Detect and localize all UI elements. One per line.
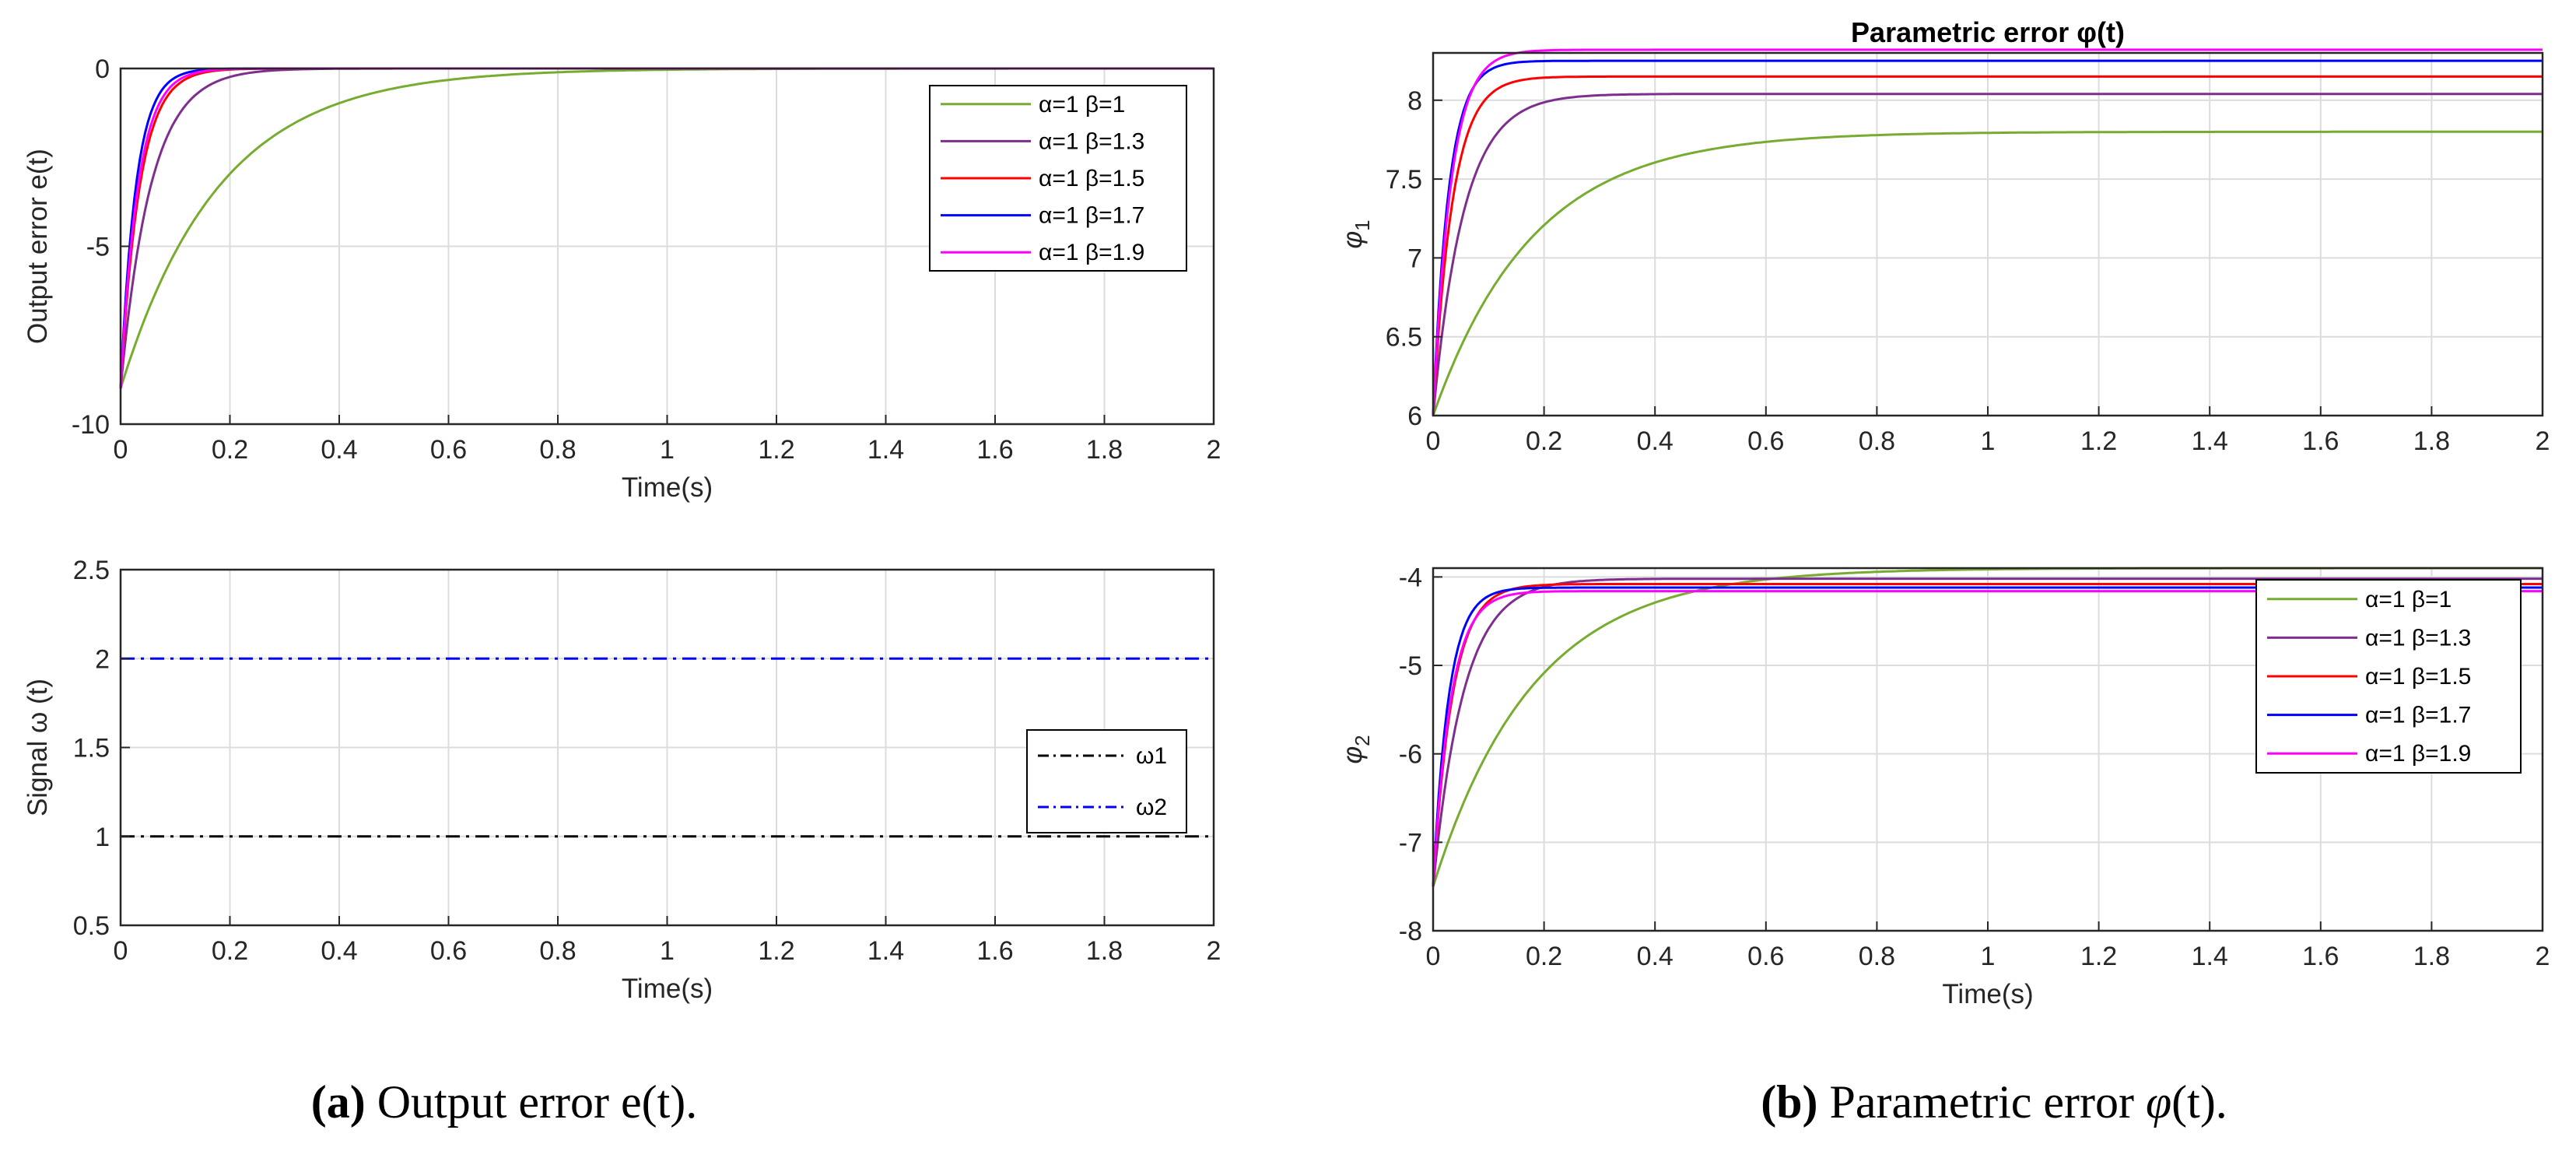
x-tick-label: 0 xyxy=(1426,942,1441,971)
x-tick-label: 0.2 xyxy=(212,435,248,465)
legend-entry: ω2 xyxy=(1136,795,1167,820)
x-tick-label: 1.6 xyxy=(2302,942,2339,971)
x-tick-label: 1.2 xyxy=(758,936,794,966)
y-tick-label: -5 xyxy=(1399,651,1422,681)
chart-phi2: 0 0.2 0.4 0.6 0.8 1 1.2 1.4 1.6 1.8 2 -8 -7 -6 -5 -4 Tim… xyxy=(1337,563,2550,1009)
legend-entry: α=1 β=1.3 xyxy=(2365,625,2471,651)
legend-entry: α=1 β=1.5 xyxy=(2365,664,2471,690)
series-line-phi2-1 xyxy=(1432,577,2543,887)
x-tick-label: 0.2 xyxy=(212,936,248,966)
y-axis-label: Signal ω (t) xyxy=(23,679,53,816)
x-tick-label: 0.4 xyxy=(321,936,357,966)
caption-a: (a) Output error e(t). xyxy=(311,1076,697,1128)
x-tick-label: 0.6 xyxy=(430,435,467,465)
legend-entry: ω1 xyxy=(1136,743,1167,769)
x-tick-label: 0.6 xyxy=(1747,426,1784,456)
x-tick-label: 1.4 xyxy=(867,435,904,465)
y-tick-label: 7 xyxy=(1407,244,1422,273)
series-line-phi1-2 xyxy=(1432,75,2543,416)
x-tick-label: 1.8 xyxy=(2413,426,2450,456)
x-tick-label: 0.4 xyxy=(321,435,357,465)
x-tick-label: 0.6 xyxy=(430,936,467,966)
y-axis-label: φ2 xyxy=(1337,735,1374,763)
x-axis-label: Time(s) xyxy=(622,472,713,503)
x-tick-label: 2 xyxy=(1207,435,1221,465)
x-tick-label: 0 xyxy=(114,435,128,465)
y-tick-label: 1 xyxy=(95,823,110,852)
x-tick-label: 1.4 xyxy=(867,936,904,966)
y-axis-label: φ1 xyxy=(1337,219,1374,248)
x-tick-label: 1.6 xyxy=(976,435,1013,465)
x-tick-label: 1.6 xyxy=(976,936,1013,966)
x-tick-label: 0 xyxy=(1426,426,1441,456)
x-tick-label: 0.8 xyxy=(539,936,576,966)
x-tick-label: 1 xyxy=(1981,942,1996,971)
x-tick-label: 1.8 xyxy=(2413,942,2450,971)
legend-entry: α=1 β=1.9 xyxy=(2365,741,2471,767)
chart-e: 0 0.2 0.4 0.6 0.8 1 1.2 1.4 1.6 1.8 2 -10 -5 0 Time(s)… xyxy=(23,54,1221,503)
x-tick-label: 1.4 xyxy=(2192,942,2228,971)
x-tick-label: 1 xyxy=(1981,426,1996,456)
y-tick-label: -4 xyxy=(1399,563,1422,592)
series-line-phi1-4 xyxy=(1432,48,2543,416)
x-tick-label: 1.6 xyxy=(2302,426,2339,456)
y-tick-label: 6.5 xyxy=(1386,323,1422,353)
x-tick-label: 0.2 xyxy=(1526,426,1562,456)
legend-entry: α=1 β=1.9 xyxy=(1039,240,1144,265)
x-axis-label: Time(s) xyxy=(622,974,713,1004)
x-tick-label: 0 xyxy=(114,936,128,966)
legend-entry: α=1 β=1.5 xyxy=(1039,166,1144,191)
x-tick-label: 0.8 xyxy=(539,435,576,465)
x-tick-label: 1 xyxy=(660,435,675,465)
series-line-phi1-3 xyxy=(1432,59,2543,416)
x-tick-label: 1.8 xyxy=(1086,936,1123,966)
y-tick-label: 7.5 xyxy=(1386,165,1422,195)
y-tick-label: -10 xyxy=(72,410,110,440)
x-tick-label: 0.4 xyxy=(1637,426,1674,456)
legend-entry: α=1 β=1.7 xyxy=(2365,703,2471,728)
x-tick-label: 2 xyxy=(2536,942,2550,971)
series-line-phi1-1 xyxy=(1432,93,2543,416)
y-tick-label: -7 xyxy=(1399,828,1422,858)
y-tick-label: 1.5 xyxy=(73,734,110,763)
y-tick-label: -8 xyxy=(1399,917,1422,946)
x-tick-label: 1.4 xyxy=(2192,426,2228,456)
x-tick-label: 1.8 xyxy=(1086,435,1123,465)
x-tick-label: 0.2 xyxy=(1526,942,1562,971)
x-tick-label: 0.8 xyxy=(1859,942,1895,971)
x-tick-label: 1.2 xyxy=(2080,426,2117,456)
chart-phi1: 0 0.2 0.4 0.6 0.8 1 1.2 1.4 1.6 1.8 2 6 6.5 7 7.5 8 φ1 Pa… xyxy=(1337,16,2550,456)
x-tick-label: 1.2 xyxy=(2080,942,2117,971)
legend-phi2: α=1 β=1 α=1 β=1.3 α=1 β=1.5 α=1 β=1.7 α=1 β=… xyxy=(2255,579,2522,774)
chart-omega: 0 0.2 0.4 0.6 0.8 1 1.2 1.4 1.6 1.8 2 0.5 1 1.5 2 2.5 Ti… xyxy=(23,556,1221,1004)
chart-title: Parametric error φ(t) xyxy=(1851,16,2125,48)
y-tick-label: 0 xyxy=(95,54,110,84)
legend-omega: ω1 ω2 xyxy=(1026,729,1187,833)
legend-e: α=1 β=1 α=1 β=1.3 α=1 β=1.5 α=1 β=1.7 α=1 β=… xyxy=(929,85,1187,272)
series-line-phi1-0 xyxy=(1432,130,2543,416)
y-tick-label: -6 xyxy=(1399,740,1422,770)
x-axis-label: Time(s) xyxy=(1942,979,2033,1009)
x-tick-label: 2 xyxy=(1207,936,1221,966)
legend-entry: α=1 β=1 xyxy=(1039,92,1125,118)
y-tick-label: -5 xyxy=(86,233,110,262)
legend-entry: α=1 β=1.7 xyxy=(1039,203,1144,229)
x-tick-label: 0.4 xyxy=(1637,942,1674,971)
x-tick-label: 0.6 xyxy=(1747,942,1784,971)
caption-b: (b) Parametric error φ(t). xyxy=(1761,1076,2227,1128)
legend-box xyxy=(1026,729,1187,833)
y-axis-label: Output error e(t) xyxy=(23,149,53,344)
y-tick-label: 2 xyxy=(95,644,110,674)
y-tick-label: 0.5 xyxy=(73,911,110,941)
x-tick-label: 2 xyxy=(2536,426,2550,456)
y-tick-label: 6 xyxy=(1407,402,1422,431)
y-tick-label: 8 xyxy=(1407,86,1422,116)
x-tick-label: 1.2 xyxy=(758,435,794,465)
x-tick-label: 0.8 xyxy=(1859,426,1895,456)
legend-entry: α=1 β=1.3 xyxy=(1039,128,1144,154)
y-tick-label: 2.5 xyxy=(73,556,110,585)
legend-entry: α=1 β=1 xyxy=(2365,587,2452,612)
x-tick-label: 1 xyxy=(660,936,675,966)
